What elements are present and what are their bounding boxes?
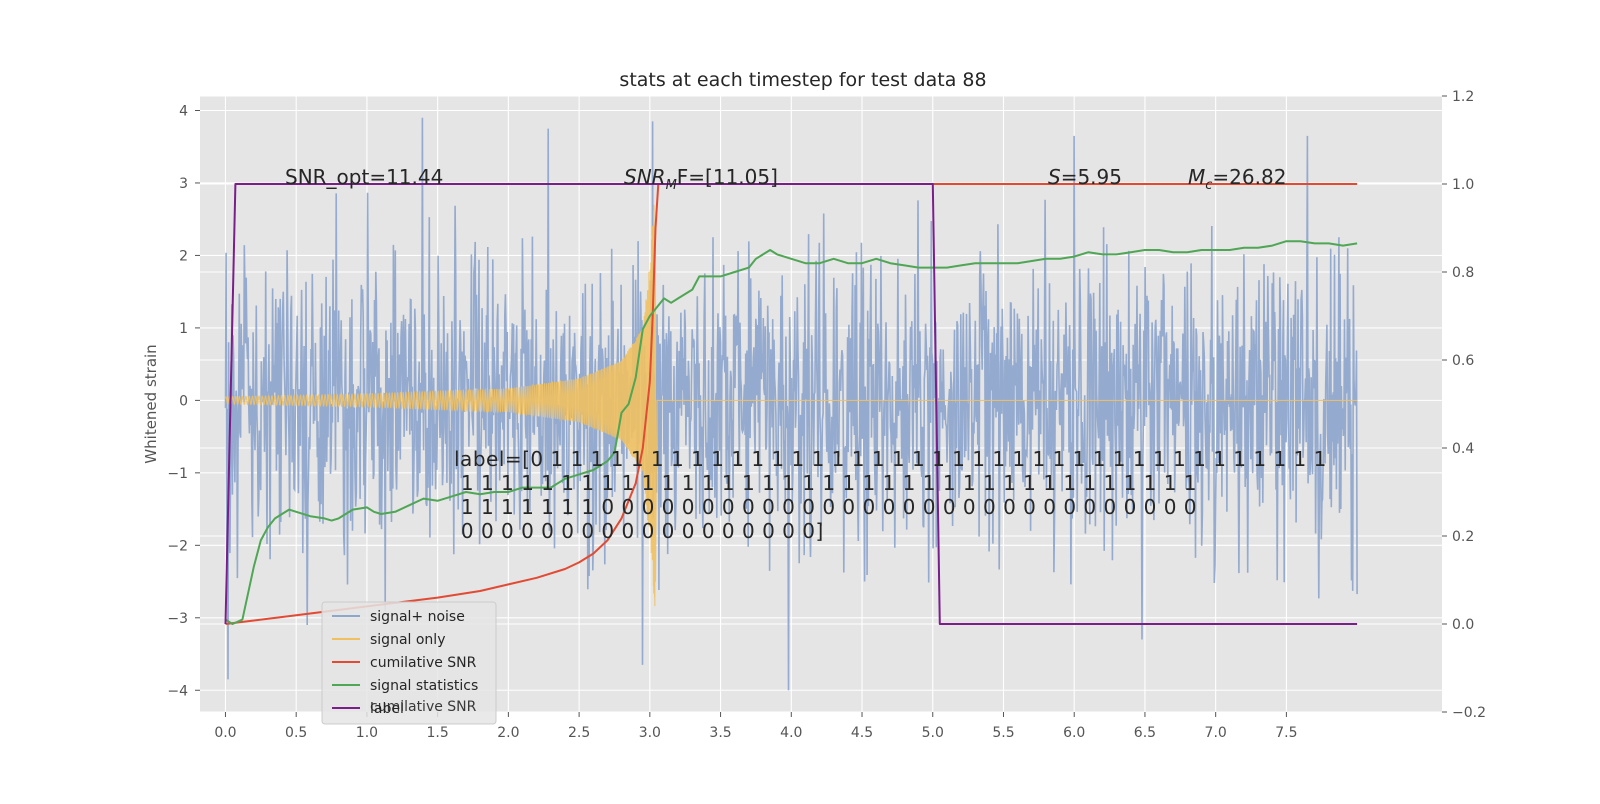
y2-tick-label: 1.2 (1452, 89, 1474, 105)
y-tick-label: 3 (179, 176, 188, 192)
chart-title: stats at each timestep for test data 88 (619, 69, 986, 91)
y-tick-label: −2 (167, 538, 188, 554)
y2-tick-label: 1.0 (1452, 177, 1474, 193)
x-tick-label: 1.0 (356, 725, 378, 741)
annotation-s: S=5.95 (1048, 165, 1122, 189)
signal-noise-line (224, 117, 1358, 691)
legend-entry-signal-only: signal only (370, 632, 445, 648)
annotation-label-line-1: label=[0 1 1 1 1 1 1 1 1 1 1 1 1 1 1 1 1… (454, 447, 1327, 471)
x-tick-label: 3.5 (709, 725, 731, 741)
annotation-s-italic: S (1048, 165, 1061, 189)
y-tick-label: 4 (179, 103, 188, 119)
legend-entry-signal-noise: signal+ noise (370, 609, 465, 625)
x-tick-label: 5.5 (992, 725, 1014, 741)
legend: cumilative SNR signal+ noise signal only c… (321, 601, 497, 725)
y-tick-label: 0 (179, 393, 188, 409)
y-axis-right: 1.2 1.0 0.8 0.6 0.4 0.2 0.0 −0.2 (1442, 89, 1486, 721)
annotation-snr-mf-sub: M (666, 178, 677, 193)
annotation-mc-italic: M (1188, 165, 1205, 189)
series-signal-only (224, 204, 1358, 607)
annotation-s-value: =5.95 (1061, 165, 1122, 189)
x-tick-label: 2.0 (497, 725, 519, 741)
legend-box (321, 601, 497, 725)
annotation-mc-sub: c (1205, 178, 1212, 193)
series-label (224, 183, 1358, 625)
y2-tick-label: 0.0 (1452, 617, 1474, 633)
label-line (224, 183, 1358, 625)
x-tick-label: 7.5 (1275, 725, 1297, 741)
x-tick-label: 4.5 (851, 725, 873, 741)
signal-only-line (224, 204, 1358, 607)
legend-entry-signal-statistics: signal statistics (370, 678, 478, 694)
legend-overlap-text: cumilative SNR (370, 699, 477, 715)
x-tick-label: 6.5 (1134, 725, 1156, 741)
y-tick-label: −3 (167, 611, 188, 627)
annotation-mc-value: =26.82 (1212, 165, 1286, 189)
y-tick-label: 2 (179, 248, 188, 264)
annotation-snr-mf-rest: F=[11.05] (677, 165, 778, 189)
annotation-snr-opt: SNR_opt=11.44 (285, 165, 443, 189)
x-tick-label: 3.0 (639, 725, 661, 741)
annotation-snr-mf-prefix: SNR (624, 165, 666, 189)
y-tick-label: −1 (167, 466, 188, 482)
x-tick-label: 2.5 (568, 725, 590, 741)
y2-tick-label: 0.6 (1452, 353, 1474, 369)
x-axis: 0.0 0.5 1.0 1.5 2.0 2.5 3.0 3.5 4.0 4.5 5.0 5.5 6.0 6… (214, 712, 1298, 741)
y-tick-label: 1 (179, 321, 188, 337)
series-signal-statistics (224, 240, 1358, 625)
annotations: SNR_opt=11.44 SNRMF=[11.05] S=5.95 Mc=26… (285, 165, 1327, 543)
x-tick-label: 0.0 (214, 725, 236, 741)
annotation-snr-mf: SNRMF=[11.05] (624, 165, 778, 193)
x-tick-label: 7.0 (1205, 725, 1227, 741)
y-tick-label: −4 (167, 683, 188, 699)
x-tick-label: 4.0 (780, 725, 802, 741)
annotation-label-line-2: 1 1 1 1 1 1 1 1 1 1 1 1 1 1 1 1 1 1 1 1 … (454, 471, 1197, 495)
x-tick-label: 1.5 (427, 725, 449, 741)
y2-tick-label: 0.2 (1452, 529, 1474, 545)
annotation-label-line-4: 0 0 0 0 0 0 0 0 0 0 0 0 0 0 0 0 0 0] (454, 519, 824, 543)
legend-entry-label: label (370, 701, 404, 717)
x-tick-label: 0.5 (285, 725, 307, 741)
legend-entry-cumilative-snr: cumilative SNR (370, 655, 477, 671)
series-signal-noise (224, 117, 1358, 691)
y-axis-title: Whitened strain (142, 344, 160, 463)
annotation-label-line-3: 1 1 1 1 1 1 1 0 0 0 0 0 0 0 0 0 0 0 0 0 … (454, 495, 1197, 519)
y-axis-left: 4 3 2 1 0 −1 −2 −3 −4 (167, 103, 200, 699)
x-tick-label: 6.0 (1063, 725, 1085, 741)
y2-tick-label: 0.4 (1452, 441, 1474, 457)
y2-tick-label: −0.2 (1452, 705, 1486, 721)
annotation-mc: Mc=26.82 (1188, 165, 1286, 193)
y2-tick-label: 0.8 (1452, 265, 1474, 281)
x-tick-label: 5.0 (922, 725, 944, 741)
signal-statistics-line (224, 240, 1358, 625)
